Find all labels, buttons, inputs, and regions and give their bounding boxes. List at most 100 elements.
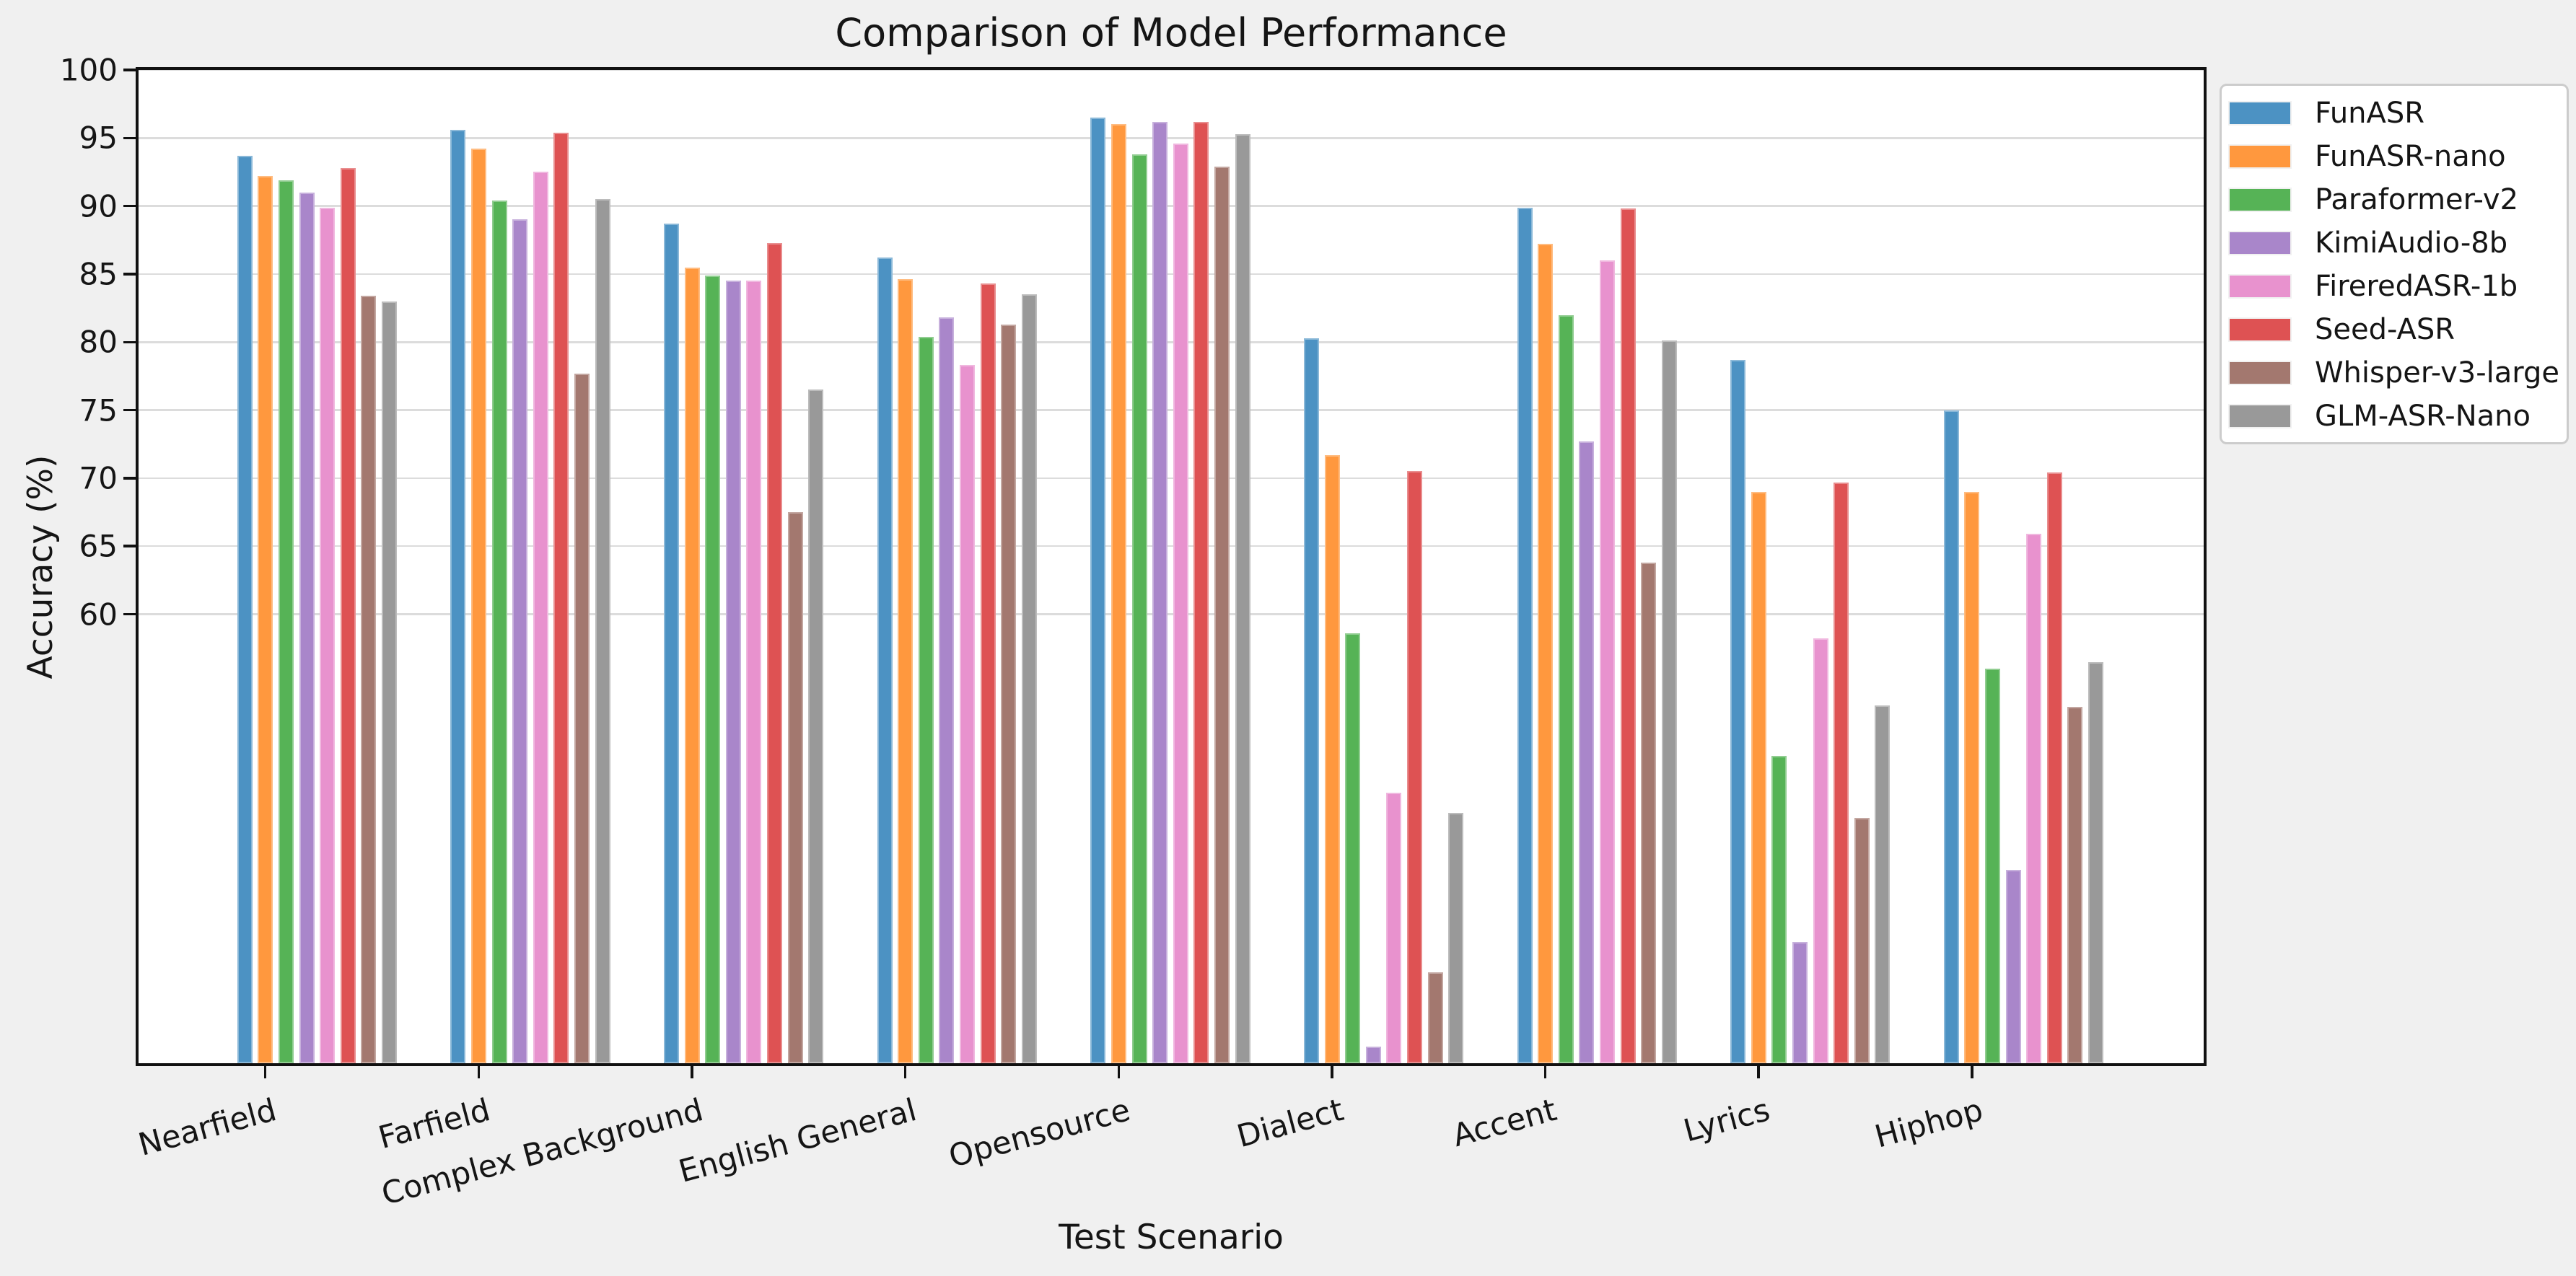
left-spine <box>136 67 139 1066</box>
x-tick-label: Nearfield <box>134 1092 281 1163</box>
gridline <box>139 409 2204 411</box>
bar-Whisper-v3-large <box>1427 972 1443 1063</box>
gridline <box>139 477 2204 480</box>
bar-KimiAudio-8b <box>1792 942 1808 1063</box>
bar-Paraformer-v2 <box>491 201 507 1063</box>
bar-FireredASR-1b <box>320 207 336 1063</box>
bar-Whisper-v3-large <box>2067 706 2083 1063</box>
bar-FireredASR-1b <box>2026 534 2042 1063</box>
legend-item: Seed-ASR <box>2230 308 2567 351</box>
bar-GLM-ASR-Nano <box>1448 812 1464 1063</box>
bar-Paraformer-v2 <box>918 336 934 1063</box>
bar-FunASR-nano <box>258 176 273 1063</box>
legend-swatch-icon <box>2230 319 2290 340</box>
bottom-spine <box>136 1063 2207 1066</box>
y-tick-label: 70 <box>79 460 118 496</box>
bar-Paraformer-v2 <box>1985 668 2001 1063</box>
gridline <box>139 137 2204 139</box>
bar-FunASR-nano <box>898 279 914 1063</box>
bar-Seed-ASR <box>767 242 783 1063</box>
legend-item: FireredASR-1b <box>2230 265 2567 308</box>
bar-FunASR <box>237 155 253 1063</box>
bar-FunASR <box>664 224 680 1063</box>
bar-Paraformer-v2 <box>1558 314 1574 1063</box>
x-tick-label: Accent <box>1449 1092 1561 1155</box>
bar-GLM-ASR-Nano <box>1661 340 1677 1063</box>
bar-FireredASR-1b <box>746 281 762 1063</box>
bar-KimiAudio-8b <box>939 317 955 1063</box>
legend-item: FunASR <box>2230 92 2567 135</box>
bar-FunASR <box>450 129 466 1063</box>
x-tick-mark <box>903 1066 907 1078</box>
bar-Seed-ASR <box>2046 472 2062 1063</box>
bar-Paraformer-v2 <box>1771 755 1787 1063</box>
y-tick-mark <box>123 69 136 71</box>
bar-KimiAudio-8b <box>1579 441 1595 1063</box>
bar-Seed-ASR <box>553 132 569 1063</box>
bar-GLM-ASR-Nano <box>595 199 610 1063</box>
y-tick-mark <box>123 136 136 140</box>
bar-FireredASR-1b <box>1386 792 1402 1063</box>
bar-FireredASR-1b <box>960 365 976 1063</box>
bar-KimiAudio-8b <box>1152 121 1168 1063</box>
legend-swatch-icon <box>2230 189 2290 211</box>
bar-FunASR-nano <box>1538 244 1554 1063</box>
gridline <box>139 205 2204 207</box>
bar-Paraformer-v2 <box>1131 154 1147 1063</box>
bar-KimiAudio-8b <box>299 192 315 1063</box>
legend-label: Whisper-v3-large <box>2315 356 2560 390</box>
bar-KimiAudio-8b <box>512 219 528 1063</box>
bar-FunASR <box>1730 359 1746 1063</box>
legend-item: KimiAudio-8b <box>2230 221 2567 265</box>
bar-FunASR-nano <box>1324 454 1340 1063</box>
x-tick-mark <box>1971 1066 1973 1078</box>
bar-Paraformer-v2 <box>1345 633 1361 1063</box>
y-tick-mark <box>123 340 136 343</box>
bar-FunASR <box>1090 118 1106 1063</box>
legend-label: GLM-ASR-Nano <box>2315 400 2531 433</box>
bar-Seed-ASR <box>1406 471 1422 1063</box>
plot-area <box>139 70 2204 1063</box>
y-tick-mark <box>123 408 136 412</box>
x-tick-label: English General <box>675 1092 921 1190</box>
bar-Paraformer-v2 <box>278 180 294 1063</box>
top-spine <box>136 67 2207 70</box>
legend-item: GLM-ASR-Nano <box>2230 395 2567 438</box>
gridline <box>139 545 2204 547</box>
x-tick-mark <box>1331 1066 1333 1078</box>
x-tick-label: Opensource <box>945 1092 1134 1175</box>
bar-FunASR <box>1517 207 1533 1063</box>
x-tick-label: Lyrics <box>1680 1092 1774 1150</box>
bar-GLM-ASR-Nano <box>2088 661 2104 1063</box>
bar-Seed-ASR <box>1834 482 1849 1063</box>
x-axis-label: Test Scenario <box>1059 1218 1284 1257</box>
x-tick-mark <box>1117 1066 1121 1078</box>
bar-GLM-ASR-Nano <box>1235 133 1250 1063</box>
bar-FunASR-nano <box>1964 491 1980 1063</box>
bar-FireredASR-1b <box>533 172 548 1063</box>
x-tick-mark <box>691 1066 693 1078</box>
bar-KimiAudio-8b <box>2005 870 2021 1063</box>
bar-Seed-ASR <box>980 283 996 1063</box>
bar-Seed-ASR <box>340 167 356 1063</box>
bar-Whisper-v3-large <box>1214 166 1230 1063</box>
y-tick-label: 85 <box>79 256 118 292</box>
bar-FunASR-nano <box>684 267 700 1063</box>
gridline <box>139 69 2204 71</box>
legend-swatch-icon <box>2230 405 2290 427</box>
right-spine <box>2204 67 2207 1066</box>
x-tick-label: Hiphop <box>1871 1092 1987 1156</box>
legend-label: Paraformer-v2 <box>2315 183 2519 216</box>
bar-GLM-ASR-Nano <box>381 301 397 1063</box>
legend-swatch-icon <box>2230 232 2290 254</box>
legend-label: KimiAudio-8b <box>2315 226 2508 260</box>
bar-KimiAudio-8b <box>1365 1047 1381 1063</box>
legend-swatch-icon <box>2230 276 2290 297</box>
bar-FunASR <box>1303 338 1319 1063</box>
bar-Whisper-v3-large <box>1641 562 1657 1063</box>
x-tick-label: Dialect <box>1232 1092 1347 1156</box>
bar-FunASR <box>1943 410 1959 1063</box>
gridline <box>139 613 2204 615</box>
bar-FunASR-nano <box>470 149 486 1063</box>
